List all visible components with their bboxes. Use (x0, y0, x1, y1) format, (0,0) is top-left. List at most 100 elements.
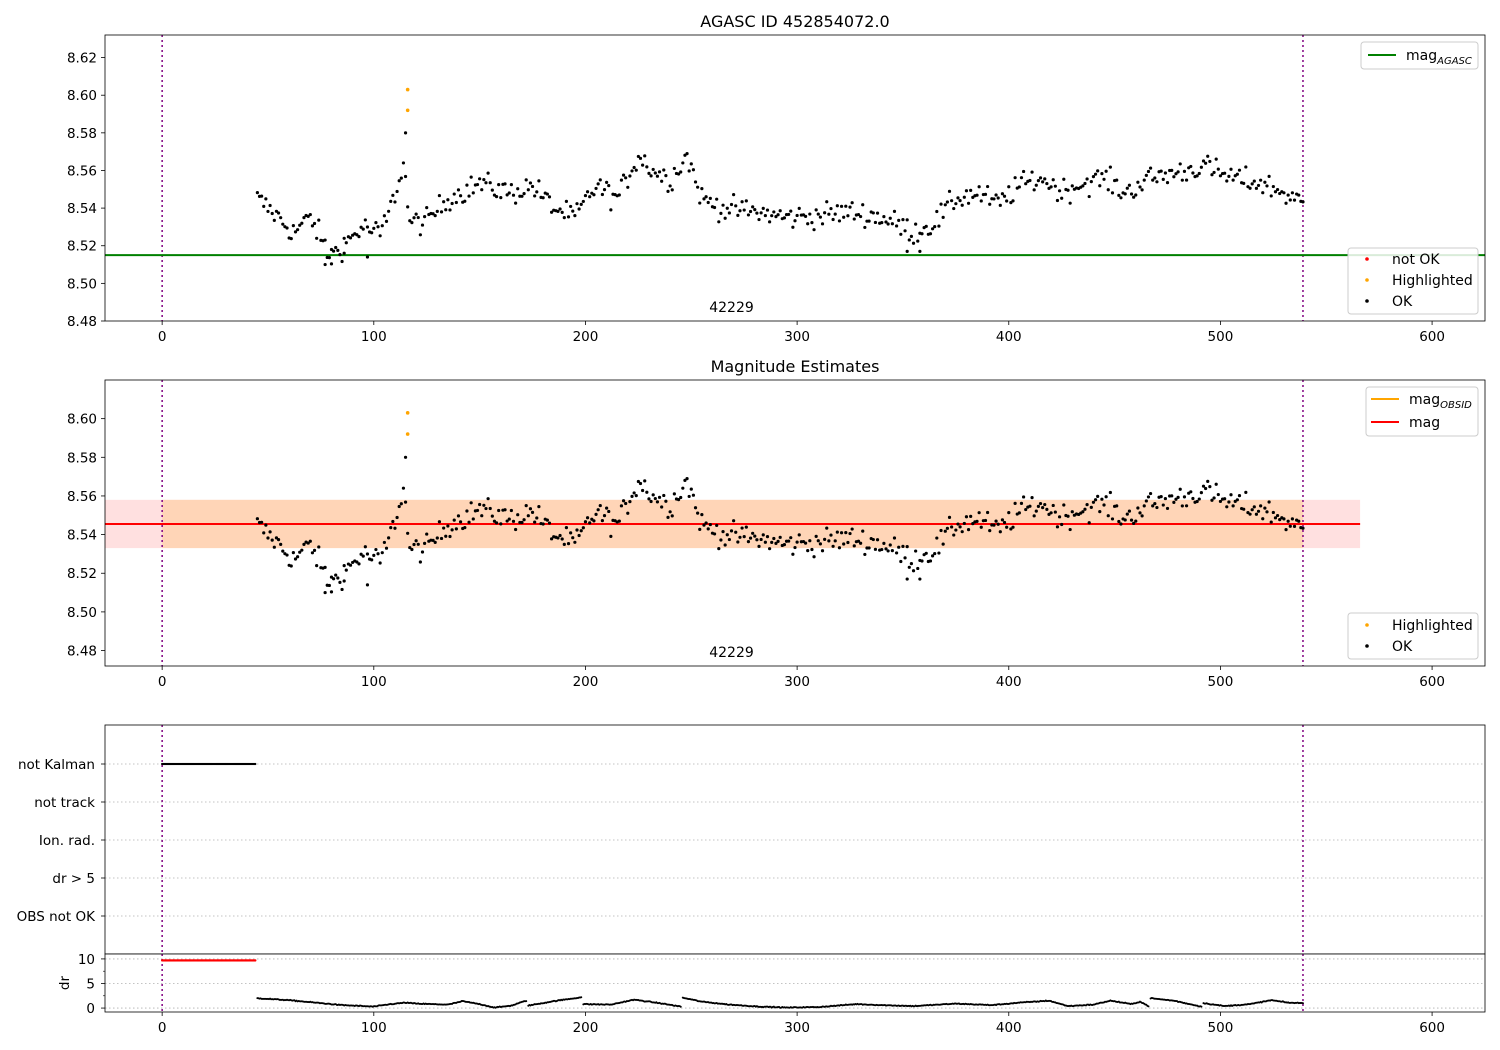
legend-marker (1365, 623, 1369, 627)
legend-marker (1365, 278, 1369, 282)
ok-point (653, 496, 657, 501)
ok-point (1201, 159, 1206, 163)
ok-point (1248, 186, 1252, 190)
ok-point (344, 568, 348, 572)
plot-area (105, 35, 1485, 321)
ok-point (977, 185, 981, 189)
ok-point (1093, 498, 1098, 502)
ok-point (880, 547, 884, 552)
ok-point (1178, 487, 1182, 491)
ok-point (850, 201, 854, 205)
ok-point (1089, 180, 1093, 184)
ok-point (753, 534, 757, 538)
legend-marker (1365, 299, 1369, 303)
ok-point (1252, 179, 1256, 183)
ok-point (1259, 504, 1263, 508)
y-tick-label: 8.62 (67, 51, 97, 67)
ok-point (365, 225, 370, 229)
ok-point (1275, 513, 1280, 518)
ok-point (336, 576, 340, 580)
ok-point (602, 514, 607, 518)
ok-point (1129, 192, 1134, 196)
ok-point (403, 500, 408, 504)
ok-point (657, 495, 662, 499)
ok-point (348, 236, 353, 240)
ok-point (1199, 491, 1203, 495)
ok-point (871, 537, 875, 542)
ok-point (803, 541, 808, 545)
ok-point (666, 189, 670, 193)
ok-point (298, 550, 302, 554)
ok-point (293, 557, 298, 561)
ok-point (867, 219, 871, 223)
ok-point (668, 510, 672, 514)
ok-point (1108, 165, 1112, 169)
ok-point (871, 211, 875, 215)
ok-point (702, 197, 706, 201)
ok-point (505, 519, 509, 523)
ok-point (588, 521, 592, 525)
ok-point (820, 222, 825, 226)
ok-point (423, 541, 427, 545)
ok-point (560, 537, 564, 541)
ok-point (1106, 188, 1110, 192)
ok-point (962, 195, 966, 199)
ok-point (928, 559, 933, 563)
ok-point (1288, 198, 1292, 202)
ok-point (689, 162, 693, 166)
ok-point (905, 577, 909, 581)
ok-point (260, 194, 264, 198)
ok-point (406, 531, 410, 535)
x-tick-label: 600 (1419, 674, 1445, 690)
ok-point (890, 549, 894, 553)
ok-point (983, 192, 988, 196)
ok-point (727, 537, 731, 542)
ok-point (1210, 498, 1214, 502)
legend-point-label: OK (1392, 639, 1413, 655)
ok-point (1070, 184, 1074, 188)
ok-point (1089, 505, 1093, 509)
ok-point (598, 178, 602, 182)
x-tick-label: 400 (996, 1020, 1022, 1036)
ok-point (255, 517, 259, 521)
ok-point (886, 222, 890, 226)
ok-point (765, 208, 770, 212)
ok-point (1013, 176, 1017, 180)
ok-point (1189, 490, 1193, 494)
ok-point (624, 176, 628, 180)
ok-point (329, 575, 334, 579)
ok-point (549, 210, 554, 214)
ok-point (818, 215, 822, 219)
ok-point (454, 200, 458, 205)
ok-point (596, 182, 600, 186)
ok-point (905, 218, 909, 222)
ok-point (471, 517, 475, 521)
ok-point (334, 245, 338, 250)
ok-point (571, 536, 575, 540)
ok-point (706, 527, 710, 531)
ok-point (281, 549, 285, 553)
ok-point (1216, 492, 1220, 497)
ok-point (308, 539, 312, 543)
ok-point (376, 552, 380, 556)
ok-point (579, 529, 583, 533)
ok-point (979, 525, 983, 529)
ok-point (1170, 494, 1174, 498)
ok-point (524, 178, 528, 182)
ok-point (266, 209, 270, 214)
ok-point (1000, 192, 1005, 196)
ok-point (1159, 169, 1163, 173)
ok-point (905, 545, 909, 549)
ok-point (463, 199, 467, 203)
ok-point (704, 195, 708, 199)
ok-point (933, 551, 937, 556)
ok-point (412, 542, 416, 547)
ok-point (918, 249, 922, 253)
ok-point (342, 579, 346, 583)
ok-point (397, 179, 401, 183)
ok-point (662, 168, 666, 172)
ok-point (698, 527, 702, 532)
ok-point (996, 196, 1000, 200)
high-dr-point (254, 959, 257, 962)
ok-point (1265, 184, 1269, 188)
